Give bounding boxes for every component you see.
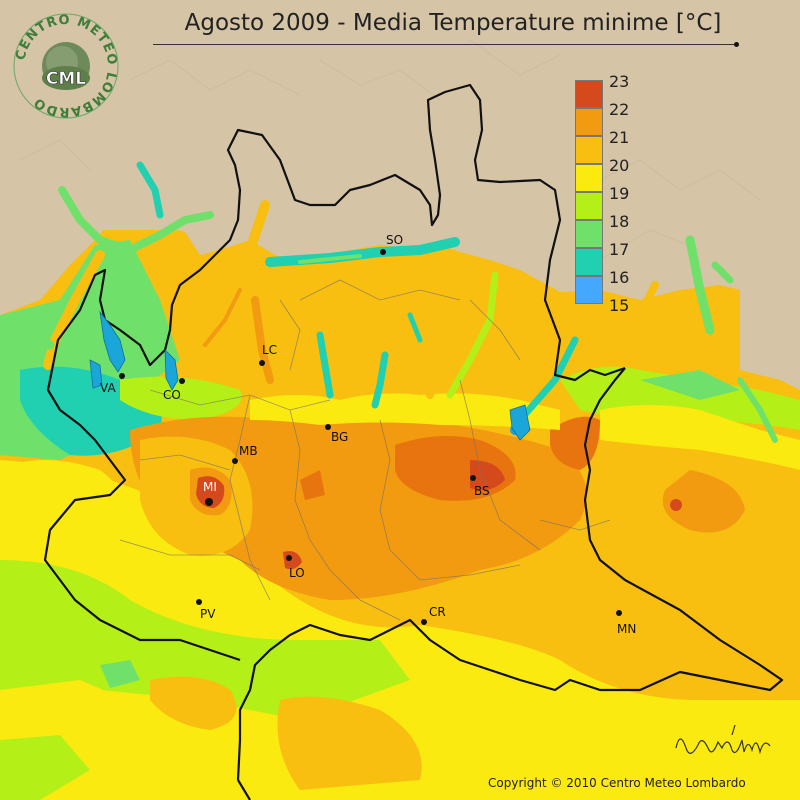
region-border: [43, 83, 784, 800]
legend-swatch-22: [575, 108, 603, 136]
city-label-cr: CR: [429, 605, 446, 619]
legend-label: 16: [609, 268, 630, 287]
legend-label: 21: [609, 128, 630, 147]
city-dot-pv: [196, 599, 202, 605]
legend-label: 18: [609, 212, 630, 231]
city-dot-va: [119, 373, 125, 379]
city-label-co: CO: [163, 388, 181, 402]
legend-swatch-23: [575, 80, 603, 108]
city-label-mn: MN: [617, 622, 637, 636]
city-label-so: SO: [386, 233, 404, 247]
terrain-texture: [19, 39, 761, 261]
legend-label: 23: [609, 72, 630, 91]
province-boundaries: [119, 279, 611, 621]
legend-label: 22: [609, 100, 630, 119]
city-dot-co: [179, 378, 185, 384]
city-dot-bg: [325, 424, 331, 430]
legend-label: 20: [609, 156, 630, 175]
legend-swatch-20: [575, 164, 603, 192]
city-dot-lo: [286, 555, 292, 561]
city-dot-cr: [421, 619, 427, 625]
logo-badge-text: CML: [46, 69, 86, 89]
city-dot-bs: [470, 475, 476, 481]
city-label-bg: BG: [331, 430, 349, 444]
legend-label: 17: [609, 240, 630, 259]
city-label-lc: LC: [262, 343, 278, 357]
legend-label: 15: [609, 296, 630, 315]
map-title: Agosto 2009 - Media Temperature minime […: [184, 10, 722, 36]
legend-swatch-19: [575, 192, 603, 220]
legend-label: 19: [609, 184, 630, 203]
legend-swatch-21: [575, 136, 603, 164]
city-label-mi: MI: [203, 480, 217, 494]
copyright-notice: Copyright © 2010 Centro Meteo Lombardo: [488, 776, 746, 790]
city-label-pv: PV: [200, 607, 216, 621]
city-label-va: VA: [100, 381, 116, 395]
legend-swatch-18: [575, 220, 603, 248]
city-dot-so: [380, 249, 386, 255]
city-label-bs: BS: [474, 484, 490, 498]
city-dot-mb: [232, 458, 238, 464]
city-label-mb: MB: [239, 444, 258, 458]
title-underline-end: [734, 42, 739, 47]
city-dot-mn: [616, 610, 622, 616]
city-label-lo: LO: [289, 566, 305, 580]
city-dot-mi: [205, 498, 213, 506]
temperature-field: [0, 230, 800, 800]
legend-swatch-16: [575, 276, 603, 304]
title-underline: [153, 44, 738, 45]
artist-signature: [675, 724, 771, 755]
city-dot-lc: [259, 360, 265, 366]
legend-swatch-17: [575, 248, 603, 276]
lakes: [89, 310, 531, 441]
cml-logo: CENTRO METEO LOMBARDO CML: [10, 10, 122, 122]
